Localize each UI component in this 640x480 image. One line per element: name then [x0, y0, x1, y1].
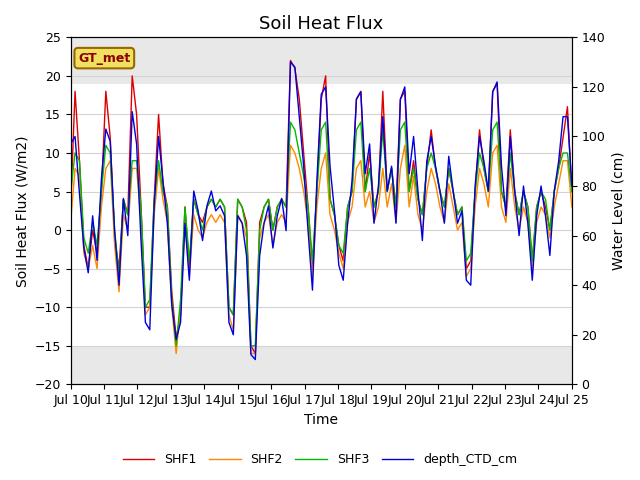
SHF2 — [379, 166, 387, 171]
SHF3 — [67, 189, 74, 194]
SHF2 — [67, 219, 74, 225]
depth_CTD_cm — [252, 357, 259, 362]
SHF3 — [132, 158, 140, 164]
SHF2 — [172, 350, 180, 356]
depth_CTD_cm — [379, 114, 387, 120]
SHF3 — [260, 204, 268, 210]
Line: SHF3: SHF3 — [70, 122, 572, 346]
SHF2 — [132, 166, 140, 171]
depth_CTD_cm — [260, 220, 268, 226]
SHF2 — [287, 143, 294, 148]
SHF3 — [568, 189, 576, 194]
SHF2 — [260, 219, 268, 225]
Text: GT_met: GT_met — [78, 52, 131, 65]
SHF1 — [515, 212, 523, 217]
SHF1 — [379, 88, 387, 94]
Line: SHF2: SHF2 — [70, 145, 572, 353]
SHF1 — [252, 350, 259, 356]
depth_CTD_cm — [132, 141, 140, 147]
Y-axis label: Soil Heat Flux (W/m2): Soil Heat Flux (W/m2) — [15, 135, 29, 287]
SHF3 — [172, 343, 180, 348]
Line: depth_CTD_cm: depth_CTD_cm — [70, 62, 572, 360]
SHF3 — [234, 196, 241, 202]
X-axis label: Time: Time — [304, 413, 339, 427]
depth_CTD_cm — [181, 220, 189, 226]
SHF2 — [186, 274, 193, 279]
SHF2 — [515, 227, 523, 233]
SHF3 — [515, 212, 523, 217]
SHF2 — [234, 212, 241, 217]
depth_CTD_cm — [515, 233, 523, 239]
Legend: SHF1, SHF2, SHF3, depth_CTD_cm: SHF1, SHF2, SHF3, depth_CTD_cm — [118, 448, 522, 471]
depth_CTD_cm — [67, 141, 74, 147]
depth_CTD_cm — [287, 59, 294, 65]
SHF3 — [379, 127, 387, 133]
SHF1 — [287, 58, 294, 63]
SHF1 — [568, 189, 576, 194]
SHF2 — [568, 204, 576, 210]
SHF3 — [186, 258, 193, 264]
depth_CTD_cm — [230, 332, 237, 337]
Line: SHF1: SHF1 — [70, 60, 572, 353]
SHF1 — [132, 111, 140, 117]
depth_CTD_cm — [568, 183, 576, 189]
SHF1 — [67, 204, 74, 210]
Y-axis label: Water Level (cm): Water Level (cm) — [611, 152, 625, 270]
SHF3 — [287, 119, 294, 125]
SHF1 — [230, 312, 237, 318]
Title: Soil Heat Flux: Soil Heat Flux — [259, 15, 383, 33]
SHF1 — [181, 204, 189, 210]
SHF1 — [260, 204, 268, 210]
Bar — [70, 84, 572, 346]
